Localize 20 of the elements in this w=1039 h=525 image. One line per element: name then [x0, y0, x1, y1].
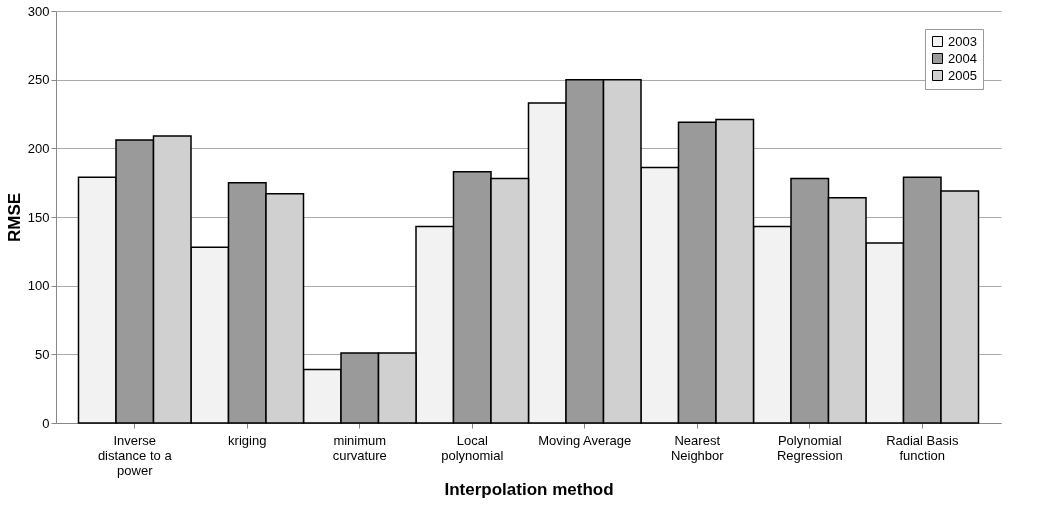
y-tick-label: 100	[27, 278, 50, 294]
y-tick-label: 200	[27, 140, 50, 156]
y-tick-label: 50	[35, 346, 50, 362]
x-tick-label: Local polynomial	[441, 432, 504, 463]
x-tick-label: minimum curvature	[332, 432, 387, 463]
x-tick-label: Nearest Neighbor	[670, 432, 725, 463]
x-tick-label: Radial Basis function	[886, 432, 959, 463]
y-axis-title: RMSE	[4, 192, 24, 243]
x-tick-label: Polynomial Regression	[776, 432, 843, 463]
legend-label: 2005	[948, 67, 977, 83]
x-tick-label: Moving Average	[538, 432, 632, 448]
legend-label: 2004	[948, 50, 977, 66]
x-axis-title: Interpolation method	[444, 479, 614, 499]
y-tick-label: 250	[27, 72, 50, 88]
y-tick-label: 150	[27, 209, 50, 225]
y-tick-label: 0	[42, 415, 50, 431]
legend-label: 2003	[948, 33, 977, 49]
x-tick-label: kriging	[228, 432, 267, 448]
y-tick-label: 300	[27, 3, 50, 19]
x-tick-label: Inverse distance to a power	[97, 432, 173, 478]
